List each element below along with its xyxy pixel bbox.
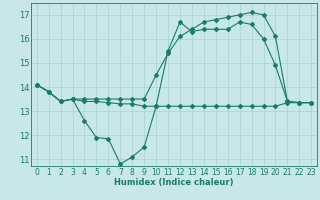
X-axis label: Humidex (Indice chaleur): Humidex (Indice chaleur) [114, 178, 234, 187]
